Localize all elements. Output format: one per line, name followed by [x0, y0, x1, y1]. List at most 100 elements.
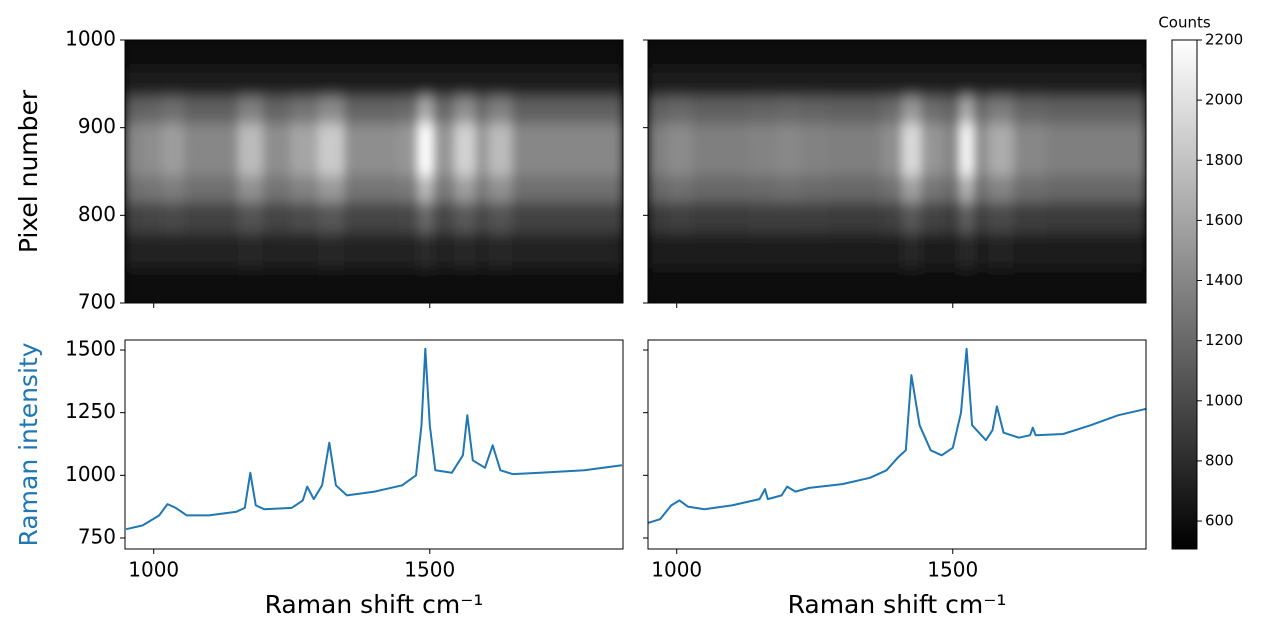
heatmap-cell	[901, 267, 922, 303]
y-axis-label: Pixel number	[14, 89, 43, 253]
heatmap-cell	[1046, 202, 1086, 234]
heatmap-cell	[237, 40, 264, 69]
heatmap-cell	[125, 123, 144, 151]
heatmap-cell	[125, 149, 144, 177]
heatmap-cell	[475, 149, 490, 177]
heatmap-cell	[417, 123, 434, 151]
heatmap-cell	[454, 149, 476, 177]
heatmap-cell	[290, 267, 319, 303]
heatmap-cell	[1123, 96, 1146, 124]
heatmap-cell	[1085, 68, 1125, 98]
heatmap-cell	[718, 232, 749, 269]
heatmap-cell	[595, 149, 623, 177]
heatmap-cell	[551, 202, 596, 234]
heatmap-cell	[1046, 123, 1086, 151]
heatmap-cell	[667, 149, 693, 177]
heatmap-cell	[959, 40, 974, 69]
heatmap-cell	[941, 232, 961, 269]
heatmap-cell	[691, 175, 719, 203]
heatmap-cell	[921, 123, 943, 151]
heatmap-cell	[211, 40, 239, 69]
heatmap-cell	[776, 202, 802, 234]
heatmap-cell	[398, 68, 419, 98]
heatmap-cell	[475, 202, 490, 234]
heatmap-cell	[800, 202, 830, 234]
heatmap-cell	[1013, 149, 1048, 177]
heatmap	[648, 40, 1146, 303]
heatmap-cell	[417, 40, 434, 69]
heatmap-cell	[454, 267, 476, 303]
heatmap-cell	[317, 175, 345, 203]
heatmap-cell	[901, 232, 922, 269]
heatmap-cell	[1013, 40, 1048, 69]
heatmap-cell	[941, 40, 961, 69]
heatmap-cell	[262, 149, 291, 177]
heatmap-cell	[475, 175, 490, 203]
heatmap-cell	[959, 149, 974, 177]
heatmap-cell	[667, 175, 693, 203]
heatmap-cell	[512, 96, 552, 124]
x-tick-label: 1500	[404, 558, 455, 582]
heatmap-cell	[184, 68, 213, 98]
heatmap-cell	[776, 123, 802, 151]
heatmap-cell	[454, 96, 476, 124]
heatmap-cell	[290, 175, 319, 203]
heatmap-cell	[718, 96, 749, 124]
colorbar-tick-label: 2000	[1205, 91, 1243, 109]
colorbar-label: Counts	[1158, 14, 1211, 32]
heatmap-cell	[748, 40, 777, 69]
heatmap-cell	[184, 267, 213, 303]
heatmap-cell	[398, 40, 419, 69]
heatmap-cell	[667, 202, 693, 234]
heatmap-cell	[142, 267, 163, 303]
heatmap-cell	[551, 149, 596, 177]
heatmap-cell	[880, 175, 903, 203]
heatmap-cell	[776, 232, 802, 269]
heatmap-cell	[371, 149, 399, 177]
heatmap-cell	[433, 68, 456, 98]
axes-frame	[124, 39, 624, 304]
heatmap-cell	[828, 149, 857, 177]
heatmap-cell	[691, 202, 719, 234]
heatmap-cell	[512, 267, 552, 303]
colorbar-tick-label: 800	[1205, 451, 1234, 469]
heatmap-cell	[454, 68, 476, 98]
heatmap-cell	[433, 232, 456, 269]
heatmap-cell	[433, 96, 456, 124]
heatmap-cell	[776, 68, 802, 98]
heatmap-cell	[988, 149, 1014, 177]
heatmap-cell	[262, 123, 291, 151]
heatmap-cell	[988, 96, 1014, 124]
heatmap-cell	[667, 96, 693, 124]
heatmap-cell	[748, 267, 777, 303]
x-axis-label: Raman shift cm⁻¹	[265, 590, 484, 619]
heatmap-cell	[1123, 267, 1146, 303]
heatmap-cell	[973, 123, 990, 151]
heatmap-cell	[344, 267, 373, 303]
heatmap-cell	[667, 40, 693, 69]
heatmap-cell	[667, 267, 693, 303]
heatmap-cell	[988, 68, 1014, 98]
heatmap-cell	[512, 175, 552, 203]
heatmap-cell	[142, 202, 163, 234]
heatmap-cell	[433, 202, 456, 234]
heatmap-cell	[512, 232, 552, 269]
heatmap-cell	[1046, 96, 1086, 124]
heatmap-cell	[1013, 267, 1048, 303]
heatmap-cell	[1123, 40, 1146, 69]
plot-area	[125, 40, 623, 303]
heatmap-cell	[691, 149, 719, 177]
heatmap-cell	[1085, 123, 1125, 151]
heatmap-cell	[344, 175, 373, 203]
heatmap-cell	[921, 40, 943, 69]
heatmap-cell	[488, 202, 513, 234]
heatmap-cell	[237, 68, 264, 98]
heatmap-cell	[417, 267, 434, 303]
heatmap-cell	[595, 232, 623, 269]
heatmap-cell	[1013, 202, 1048, 234]
heatmap-cell	[776, 149, 802, 177]
heatmap-cell	[417, 68, 434, 98]
heatmap-cell	[211, 202, 239, 234]
heatmap-cell	[454, 232, 476, 269]
heatmap-cell	[973, 40, 990, 69]
